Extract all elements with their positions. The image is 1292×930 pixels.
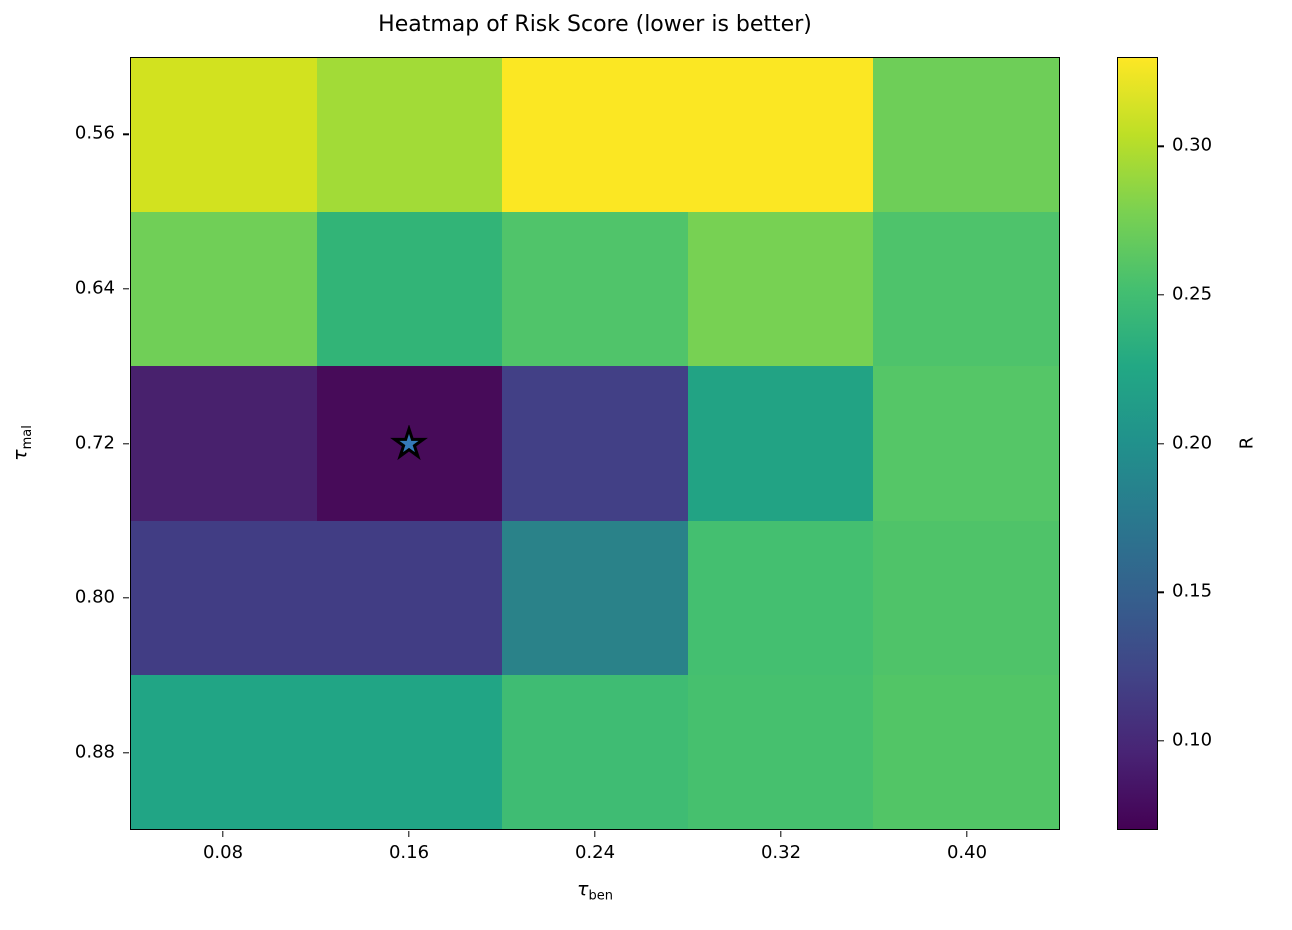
colorbar-tick-mark (1158, 591, 1164, 593)
y-tick-label: 0.64 (74, 277, 115, 299)
heatmap-cell (316, 212, 503, 367)
heatmap-cell (502, 520, 688, 675)
y-tick-label: 0.80 (74, 586, 115, 608)
colorbar-tick-mark (1158, 294, 1164, 296)
heatmap-cell (316, 366, 503, 521)
x-tick-mark (594, 831, 596, 837)
colorbar-tick-label: 0.30 (1172, 134, 1213, 156)
x-tick-label: 0.40 (946, 842, 988, 863)
heatmap-plot-area (130, 57, 1060, 830)
y-axis-label: τmal (9, 425, 35, 461)
heatmap-cell (873, 58, 1059, 213)
y-tick-mark (123, 751, 129, 754)
colorbar (1117, 57, 1158, 830)
heatmap-cell (502, 58, 688, 213)
colorbar-tick-mark (1158, 442, 1164, 445)
heatmap-cell (873, 212, 1059, 367)
heatmap-cell (502, 212, 688, 367)
x-axis-label: τben (130, 878, 1060, 904)
x-tick-mark (408, 831, 410, 837)
colorbar-tick-mark (1158, 740, 1164, 742)
heatmap-cell (131, 212, 317, 367)
x-tick-mark (222, 831, 224, 837)
x-tick-label: 0.24 (574, 842, 616, 863)
heatmap-cell (131, 366, 317, 521)
colorbar-tick-mark (1158, 145, 1164, 147)
heatmap-cell (131, 520, 317, 675)
heatmap-cell (316, 674, 503, 829)
heatmap-cell (873, 520, 1059, 675)
heatmap-cell (316, 520, 503, 675)
heatmap-cell (687, 366, 874, 521)
heatmap-cell (316, 58, 503, 213)
heatmap-cell (873, 674, 1059, 829)
heatmap-cell (687, 520, 874, 675)
y-tick-mark (123, 133, 129, 135)
chart-title: Heatmap of Risk Score (lower is better) (378, 12, 812, 37)
x-tick-mark (966, 831, 968, 837)
y-tick-label: 0.72 (74, 432, 115, 453)
heatmap-cell (502, 674, 688, 829)
colorbar-tick-label: 0.25 (1172, 283, 1213, 305)
heatmap-cell (687, 212, 874, 367)
y-tick-mark (123, 288, 129, 290)
y-tick-label: 0.56 (74, 122, 115, 144)
y-tick-mark (123, 597, 129, 599)
x-axis-label-subscript: ben (588, 888, 613, 904)
heatmap-cell (502, 366, 688, 521)
x-tick-label: 0.32 (760, 842, 802, 863)
heatmap-cell (131, 58, 317, 213)
x-tick-label: 0.08 (202, 842, 244, 863)
colorbar-tick-label: 0.10 (1172, 729, 1213, 751)
heatmap-cell (687, 58, 874, 213)
heatmap-grid (131, 58, 1059, 829)
colorbar-tick-label: 0.20 (1172, 432, 1213, 453)
x-axis-label-symbol: τ (577, 878, 589, 900)
colorbar-tick-label: 0.15 (1172, 580, 1213, 602)
y-tick-label: 0.88 (74, 741, 115, 763)
heatmap-cell (687, 674, 874, 829)
y-tick-mark (123, 442, 129, 445)
colorbar-label: R (1236, 436, 1258, 450)
x-tick-mark (780, 831, 782, 837)
x-tick-label: 0.16 (388, 842, 430, 863)
heatmap-cell (873, 366, 1059, 521)
y-axis-label-subscript: mal (19, 425, 35, 450)
heatmap-cell (131, 674, 317, 829)
y-axis-label-symbol: τ (9, 449, 32, 461)
